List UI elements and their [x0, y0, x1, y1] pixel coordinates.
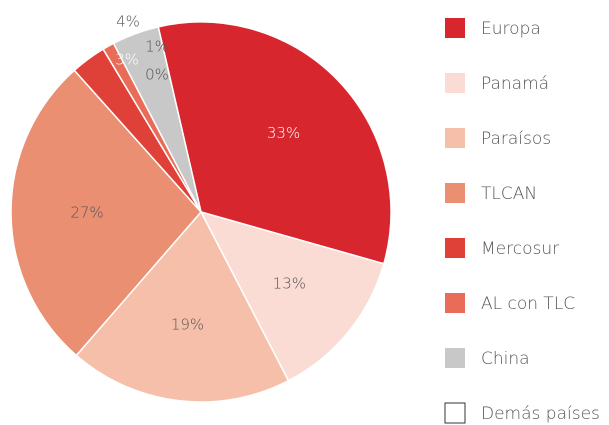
legend-swatch [445, 128, 465, 148]
pie-slice [157, 21, 392, 265]
legend-label: TLCAN [481, 184, 537, 204]
slice-label: 33% [267, 124, 300, 142]
legend-label: Paraísos [481, 129, 551, 149]
slice-label: 3% [115, 51, 139, 69]
legend-label: Europa [481, 19, 541, 39]
legend-label: AL con TLC [481, 294, 575, 314]
pie-slice [75, 210, 290, 403]
legend-swatch [445, 183, 465, 203]
legend-label: Panamá [481, 74, 549, 94]
legend-swatch [445, 238, 465, 258]
legend-swatch [445, 73, 465, 93]
slice-label: 27% [70, 203, 103, 221]
pie-slice [199, 210, 385, 382]
pie-slice [10, 69, 202, 357]
slice-label: 13% [273, 275, 306, 293]
legend-swatch [445, 348, 465, 368]
legend-label: Mercosur [481, 239, 559, 259]
slice-label: 4% [116, 13, 140, 31]
legend-label: Demás países [481, 404, 600, 424]
slice-label: 0% [145, 66, 169, 84]
legend-swatch [445, 293, 465, 313]
legend-swatch [445, 18, 465, 38]
pie-slice [112, 25, 202, 213]
legend-swatch [444, 402, 466, 424]
slice-label: 19% [171, 316, 204, 334]
legend-label: China [481, 349, 530, 369]
slice-label: 1% [145, 38, 169, 56]
